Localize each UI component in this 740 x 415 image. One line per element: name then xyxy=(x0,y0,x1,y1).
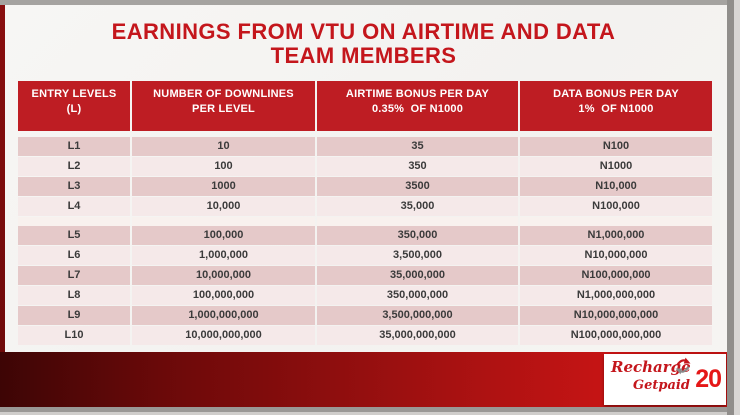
table-cell-airtime: 3500 xyxy=(317,177,518,196)
header-line1: AIRTIME BONUS PER DAY xyxy=(345,88,490,100)
left-accent-bar xyxy=(0,5,5,354)
table-header-data-bonus: DATA BONUS PER DAY 1% OF N1000 xyxy=(520,81,712,131)
logo-word-getpaid: Getpaid xyxy=(633,378,690,393)
slide-title-line2: TEAM MEMBERS xyxy=(270,43,457,68)
table-cell-airtime: 350 xyxy=(317,157,518,176)
table-cell-data: N10,000 xyxy=(520,177,712,196)
frame-right-border xyxy=(727,0,734,415)
table-row: L8 100,000,000 350,000,000 N1,000,000,000 xyxy=(18,286,712,305)
table-cell-downlines: 1000 xyxy=(132,177,315,196)
table-cell-airtime: 35,000,000,000 xyxy=(317,326,518,345)
table-cell-data: N100 xyxy=(520,137,712,156)
table-header-row: ENTRY LEVELS (L) NUMBER OF DOWNLINES PER… xyxy=(18,81,712,131)
table-header-airtime-bonus: AIRTIME BONUS PER DAY 0.35% OF N1000 xyxy=(317,81,518,131)
table-cell-data: N100,000 xyxy=(520,197,712,216)
header-line1: NUMBER OF DOWNLINES xyxy=(153,88,294,100)
slide-title-line1: EARNINGS FROM VTU ON AIRTIME AND DATA xyxy=(111,19,616,44)
table-cell-downlines: 100,000 xyxy=(132,226,315,245)
slide-title: EARNINGS FROM VTU ON AIRTIME AND DATA TE… xyxy=(0,20,727,68)
frame-bottom-edge xyxy=(0,412,727,415)
table-row: L6 1,000,000 3,500,000 N10,000,000 xyxy=(18,246,712,265)
table-row: L10 10,000,000,000 35,000,000,000 N100,000,… xyxy=(18,326,712,345)
table-cell-downlines: 100 xyxy=(132,157,315,176)
table-cell-data: N10,000,000,000 xyxy=(520,306,712,325)
table-cell-airtime: 35,000,000 xyxy=(317,266,518,285)
table-cell-level: L9 xyxy=(18,306,130,325)
table-cell-downlines: 10,000,000,000 xyxy=(132,326,315,345)
frame-bottom-border xyxy=(0,407,727,412)
table-section-gap-cell xyxy=(520,217,712,226)
table-section-gap-cell xyxy=(132,217,315,226)
table-section-gap xyxy=(18,217,712,226)
header-line1: ENTRY LEVELS xyxy=(31,88,117,100)
table-cell-airtime: 350,000,000 xyxy=(317,286,518,305)
table-cell-level: L3 xyxy=(18,177,130,196)
table-cell-airtime: 3,500,000 xyxy=(317,246,518,265)
table-section-gap-cell xyxy=(317,217,518,226)
earnings-table: ENTRY LEVELS (L) NUMBER OF DOWNLINES PER… xyxy=(18,81,712,346)
frame-right-edge xyxy=(734,0,740,415)
table-cell-level: L2 xyxy=(18,157,130,176)
table-row: L5 100,000 350,000 N1,000,000 xyxy=(18,226,712,245)
header-line2: 0.35% OF N1000 xyxy=(371,103,464,115)
table-header-entry-levels: ENTRY LEVELS (L) xyxy=(18,81,130,131)
table-cell-data: N10,000,000 xyxy=(520,246,712,265)
table-row: L3 1000 3500 N10,000 xyxy=(18,177,712,196)
table-row: L2 100 350 N1000 xyxy=(18,157,712,176)
header-line1: DATA BONUS PER DAY xyxy=(553,88,679,100)
swirl-arrows-icon xyxy=(675,357,691,375)
table-cell-level: L6 xyxy=(18,246,130,265)
table-cell-downlines: 100,000,000 xyxy=(132,286,315,305)
brand-logo-box: Recharge Getpaid 20 xyxy=(604,354,726,405)
logo-word-recharge: Recharge xyxy=(611,358,691,376)
table-row: L4 10,000 35,000 N100,000 xyxy=(18,197,712,216)
table-cell-downlines: 10,000,000 xyxy=(132,266,315,285)
table-cell-level: L1 xyxy=(18,137,130,156)
frame-top-border xyxy=(0,0,740,5)
table-row: L9 1,000,000,000 3,500,000,000 N10,000,000,… xyxy=(18,306,712,325)
table-cell-level: L5 xyxy=(18,226,130,245)
table-cell-level: L4 xyxy=(18,197,130,216)
table-cell-data: N1,000,000 xyxy=(520,226,712,245)
presentation-slide: EARNINGS FROM VTU ON AIRTIME AND DATA TE… xyxy=(0,5,727,407)
header-line2: 1% OF N1000 xyxy=(578,103,654,115)
table-cell-data: N1000 xyxy=(520,157,712,176)
table-cell-data: N1,000,000,000 xyxy=(520,286,712,305)
page-number: 20 xyxy=(695,365,722,393)
table-cell-airtime: 3,500,000,000 xyxy=(317,306,518,325)
table-row: L7 10,000,000 35,000,000 N100,000,000 xyxy=(18,266,712,285)
table-cell-level: L8 xyxy=(18,286,130,305)
table-cell-airtime: 350,000 xyxy=(317,226,518,245)
header-line2: (L) xyxy=(66,103,82,115)
table-cell-data: N100,000,000,000 xyxy=(520,326,712,345)
brand-logo: Recharge Getpaid xyxy=(611,357,691,402)
table-cell-downlines: 10 xyxy=(132,137,315,156)
table-header-downlines: NUMBER OF DOWNLINES PER LEVEL xyxy=(132,81,315,131)
table-cell-airtime: 35,000 xyxy=(317,197,518,216)
table-cell-downlines: 10,000 xyxy=(132,197,315,216)
table-body: L1 10 35 N100 L2 100 350 N1000 L3 1000 3500 N10,000… xyxy=(18,137,712,345)
header-line2: PER LEVEL xyxy=(192,103,255,115)
table-section-gap-cell xyxy=(18,217,130,226)
table-cell-downlines: 1,000,000,000 xyxy=(132,306,315,325)
table-cell-data: N100,000,000 xyxy=(520,266,712,285)
table-cell-level: L10 xyxy=(18,326,130,345)
table-cell-downlines: 1,000,000 xyxy=(132,246,315,265)
table-cell-airtime: 35 xyxy=(317,137,518,156)
table-cell-level: L7 xyxy=(18,266,130,285)
table-row: L1 10 35 N100 xyxy=(18,137,712,156)
